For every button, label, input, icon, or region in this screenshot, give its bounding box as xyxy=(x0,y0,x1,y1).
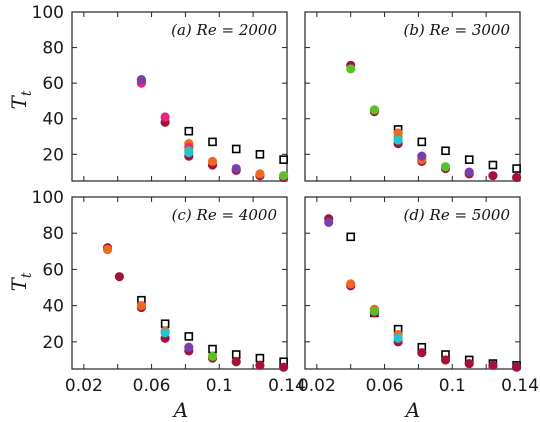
circle-marker xyxy=(160,328,170,338)
circle-marker xyxy=(279,362,289,372)
panel-frame xyxy=(304,196,521,370)
y-tick-label: 20 xyxy=(42,145,64,165)
y-axis-label-bottom: Tt xyxy=(7,272,35,291)
square-marker xyxy=(231,144,241,154)
square-marker xyxy=(255,150,265,159)
y-tick-label: 60 xyxy=(42,260,64,280)
circle-marker xyxy=(488,360,498,370)
circle-marker xyxy=(160,112,170,122)
square-marker xyxy=(346,232,356,242)
circle-marker xyxy=(207,156,218,167)
circle-marker xyxy=(255,169,265,179)
circle-marker xyxy=(393,135,403,145)
circle-marker xyxy=(207,351,218,361)
y-axis-label-sub: t xyxy=(19,272,35,278)
circle-marker xyxy=(488,171,498,181)
y-tick-label: 20 xyxy=(42,333,64,353)
x-axis-label-right: A xyxy=(404,398,420,422)
panel-label: (b) Re = 3000 xyxy=(403,21,510,39)
y-axis-label-top: Tt xyxy=(7,90,35,109)
circle-marker xyxy=(346,279,356,289)
circle-marker xyxy=(440,355,451,365)
x-tick-label: 0.14 xyxy=(501,376,539,396)
square-marker xyxy=(488,160,498,170)
y-tick-label: 60 xyxy=(42,74,64,94)
y-tick-label: 100 xyxy=(32,3,64,23)
circle-marker xyxy=(184,147,194,158)
circle-marker xyxy=(440,162,451,172)
y-tick-label: 40 xyxy=(42,110,64,130)
x-tick-label: 0.06 xyxy=(366,376,404,396)
circle-marker xyxy=(136,75,147,85)
y-axis-label-main: T xyxy=(7,276,31,291)
x-tick-label: 0.02 xyxy=(298,376,336,396)
square-marker xyxy=(231,350,241,359)
y-axis-label-main: T xyxy=(7,94,31,109)
square-marker xyxy=(208,344,217,354)
square-marker xyxy=(441,146,450,156)
circle-marker xyxy=(369,306,380,316)
panel-c: 20 40 60 80 100 0.02 0.06 0.1 0.14 (c) Re = 4000 xyxy=(32,188,306,396)
panel-frame xyxy=(304,11,521,182)
square-marker xyxy=(255,353,265,363)
circle-marker xyxy=(417,151,427,161)
square-marker xyxy=(184,126,194,136)
panel-label: (c) Re = 4000 xyxy=(172,206,278,224)
panel-frame xyxy=(71,11,288,182)
circle-marker xyxy=(136,301,147,311)
x-tick-label: 0.1 xyxy=(206,376,233,396)
panel-d: 0.02 0.06 0.1 0.14 (d) Re = 5000 xyxy=(298,196,539,396)
x-tick-label: 0.1 xyxy=(439,376,466,396)
circle-marker xyxy=(512,362,522,372)
y-tick-label: 100 xyxy=(32,188,64,208)
axis-labels: Tt Tt A A xyxy=(7,90,420,422)
x-tick-label: 0.02 xyxy=(65,376,103,396)
circle-marker xyxy=(346,64,356,74)
y-tick-label: 80 xyxy=(42,224,64,244)
square-marker xyxy=(208,137,217,147)
square-marker xyxy=(464,155,474,164)
circle-marker xyxy=(231,163,241,174)
circle-marker xyxy=(512,172,522,183)
circle-marker xyxy=(114,272,125,282)
x-axis-label-left: A xyxy=(172,398,188,422)
panels: 20 40 60 80 100 (a) Re = 2000 (b) Re = 3000 20 4… xyxy=(32,3,539,396)
panel-label: (d) Re = 5000 xyxy=(403,206,510,224)
circle-marker xyxy=(255,360,265,370)
x-tick-label: 0.14 xyxy=(268,376,306,396)
y-tick-label: 80 xyxy=(42,39,64,59)
circle-marker xyxy=(393,333,403,343)
square-marker xyxy=(279,155,288,164)
panel-a: 20 40 60 80 100 (a) Re = 2000 xyxy=(32,3,289,183)
circle-marker xyxy=(417,348,427,358)
panel-b: (b) Re = 3000 xyxy=(304,11,522,183)
circle-marker xyxy=(393,128,403,138)
y-tick-label: 40 xyxy=(42,297,64,317)
x-tick-label: 0.06 xyxy=(133,376,171,396)
square-marker xyxy=(184,332,194,341)
panel-frame xyxy=(71,196,288,370)
circle-marker xyxy=(324,217,334,227)
square-marker xyxy=(417,137,427,147)
circle-marker xyxy=(279,171,289,181)
y-axis-label-sub: t xyxy=(19,90,35,96)
circle-marker xyxy=(369,105,380,115)
circle-marker xyxy=(464,358,474,369)
circle-marker xyxy=(464,167,474,177)
panel-label: (a) Re = 2000 xyxy=(171,21,277,39)
circle-marker xyxy=(184,342,194,352)
square-marker xyxy=(160,319,170,329)
circle-marker xyxy=(231,357,241,367)
circle-marker xyxy=(102,244,113,255)
square-marker xyxy=(512,164,521,173)
